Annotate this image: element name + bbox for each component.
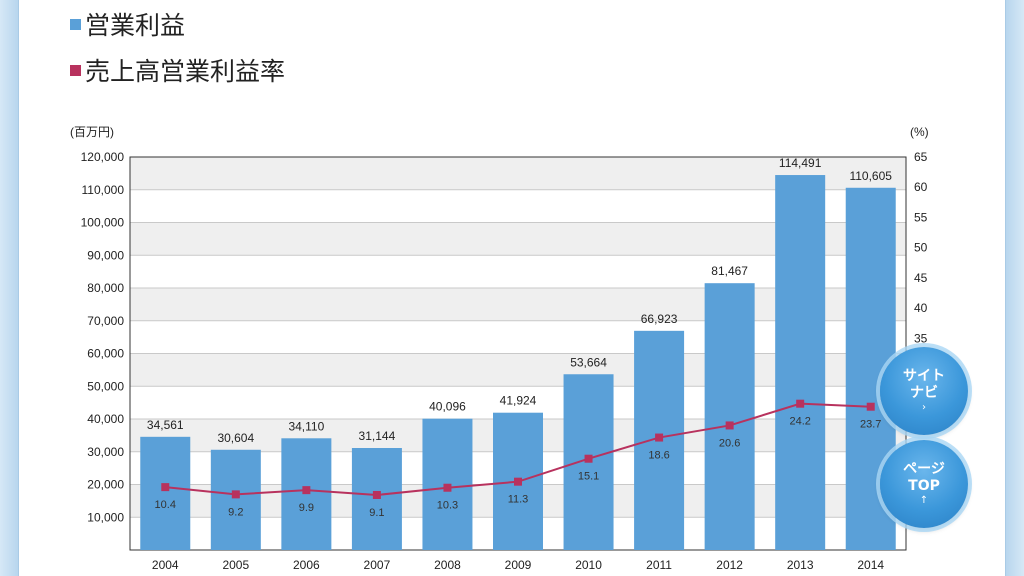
line-point — [231, 490, 240, 499]
x-tick-label: 2011 — [646, 558, 672, 572]
line-point — [866, 402, 875, 411]
site-nav-button[interactable]: サイト ナビ › — [880, 347, 968, 435]
bar-value-label: 110,605 — [849, 169, 892, 183]
line-value-label: 10.4 — [155, 499, 176, 511]
bar — [281, 438, 332, 550]
x-tick-label: 2007 — [364, 558, 391, 572]
bar — [210, 449, 261, 550]
legend-operating-margin: 売上高営業利益率 — [70, 52, 285, 88]
left-tick-label: 120,000 — [81, 150, 125, 164]
page-top-label-2: TOP — [908, 478, 940, 494]
line-point — [161, 483, 170, 492]
site-nav-label-1: サイト — [903, 368, 945, 384]
left-tick-label: 110,000 — [82, 183, 125, 197]
right-tick-label: 65 — [914, 150, 928, 164]
legend-swatch-line — [70, 64, 81, 76]
line-point — [302, 486, 311, 495]
bar-value-label: 31,144 — [359, 429, 396, 443]
left-border-strip — [0, 0, 19, 576]
legend-operating-profit: 営業利益 — [70, 6, 185, 42]
x-tick-label: 2005 — [222, 558, 249, 572]
x-tick-label: 2012 — [716, 558, 743, 572]
right-tick-label: 40 — [914, 301, 928, 315]
left-tick-label: 20,000 — [87, 478, 124, 492]
line-value-label: 9.9 — [299, 502, 314, 514]
left-tick-label: 80,000 — [87, 281, 124, 295]
x-tick-label: 2004 — [152, 558, 179, 572]
right-axis-unit: (%) — [910, 125, 929, 139]
left-tick-label: 10,000 — [87, 510, 124, 524]
site-nav-label-2: ナビ — [910, 385, 938, 401]
right-border-strip — [1005, 0, 1024, 576]
right-tick-label: 55 — [914, 210, 928, 224]
left-tick-label: 90,000 — [87, 248, 124, 262]
line-value-label: 9.2 — [228, 506, 243, 518]
left-tick-label: 100,000 — [81, 216, 125, 230]
right-tick-label: 45 — [914, 271, 928, 285]
left-tick-label: 30,000 — [87, 445, 124, 459]
bar-value-label: 66,923 — [641, 312, 678, 326]
page-top-button[interactable]: ページ TOP ↑ — [880, 440, 968, 528]
bar-value-label: 41,924 — [500, 394, 537, 408]
chevron-right-icon: › — [922, 402, 926, 413]
line-value-label: 11.3 — [508, 494, 529, 506]
line-point — [655, 433, 664, 442]
legend-label: 営業利益 — [85, 11, 186, 40]
arrow-up-icon: ↑ — [919, 495, 929, 506]
x-tick-label: 2014 — [857, 558, 884, 572]
line-point — [372, 490, 381, 499]
left-tick-label: 50,000 — [87, 379, 124, 393]
line-point — [725, 421, 734, 430]
line-point — [443, 483, 452, 492]
line-point — [796, 399, 805, 408]
line-value-label: 15.1 — [578, 471, 599, 483]
left-tick-label: 40,000 — [87, 412, 124, 426]
line-value-label: 20.6 — [719, 437, 740, 449]
page-top-label-1: ページ — [903, 461, 945, 477]
x-tick-label: 2013 — [787, 558, 814, 572]
bar — [704, 283, 755, 550]
bar — [775, 175, 826, 550]
bar-value-label: 40,096 — [429, 400, 466, 414]
legend-label: 売上高営業利益率 — [85, 57, 286, 86]
bar-value-label: 53,664 — [570, 355, 607, 369]
bar-value-label: 34,110 — [288, 419, 324, 433]
legend-swatch-bar — [70, 18, 81, 30]
line-value-label: 9.1 — [369, 507, 384, 519]
bar-value-label: 81,467 — [711, 264, 748, 278]
line-point — [584, 454, 593, 463]
x-tick-label: 2009 — [505, 558, 532, 572]
line-point — [514, 477, 522, 486]
right-tick-label: 50 — [914, 241, 928, 255]
line-value-label: 24.2 — [789, 416, 810, 428]
x-tick-label: 2008 — [434, 558, 461, 572]
bar — [140, 436, 191, 550]
left-tick-label: 60,000 — [87, 347, 124, 361]
bar-value-label: 34,561 — [147, 418, 184, 432]
line-value-label: 18.6 — [648, 450, 669, 462]
bar — [351, 448, 402, 550]
line-value-label: 10.3 — [437, 500, 458, 512]
left-tick-label: 70,000 — [87, 314, 124, 328]
left-axis-unit: (百万円) — [70, 125, 114, 139]
x-tick-label: 2010 — [575, 558, 602, 572]
bar-value-label: 30,604 — [217, 431, 254, 445]
right-tick-label: 60 — [914, 180, 928, 194]
right-tick-label: 35 — [914, 331, 928, 345]
x-tick-label: 2006 — [293, 558, 320, 572]
bar-value-label: 114,491 — [779, 156, 822, 170]
line-value-label: 23.7 — [860, 419, 881, 431]
